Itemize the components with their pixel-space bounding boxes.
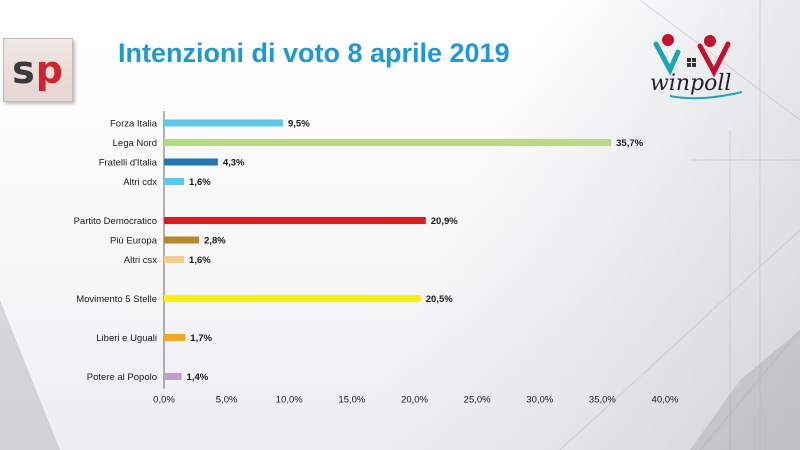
bar-movimento-5-stelle bbox=[164, 295, 421, 302]
x-tick-label: 5,0% bbox=[216, 395, 238, 406]
x-tick-label: 25,0% bbox=[464, 395, 491, 406]
category-label: Movimento 5 Stelle bbox=[76, 294, 157, 305]
category-labels-group: Forza Italia Lega Nord Fratelli d'Italia Al… bbox=[74, 119, 158, 384]
x-tick-label: 40,0% bbox=[652, 395, 679, 406]
x-tick-labels-group: 0,0% 5,0% 10,0% 15,0% 20,0% 25,0% 30,0% 35,0% 40… bbox=[153, 395, 679, 406]
value-labels-group: 9,5% 35,7% 4,3% 1,6% 20,9% 2,8% 1,6% 20,5% 1,7% 1… bbox=[187, 119, 644, 384]
category-label: Fratelli d'Italia bbox=[99, 158, 158, 169]
value-label: 20,9% bbox=[431, 216, 458, 227]
bar-altri-csx bbox=[164, 256, 185, 263]
category-label: Partito Democratico bbox=[74, 216, 157, 227]
value-label: 1,6% bbox=[189, 255, 211, 266]
x-tick-label: 10,0% bbox=[276, 395, 303, 406]
value-label: 35,7% bbox=[616, 138, 643, 149]
bar-potere-al-popolo bbox=[164, 373, 182, 380]
bar-lega-nord bbox=[164, 139, 612, 146]
bar-liberi-e-uguali bbox=[164, 334, 186, 341]
x-tick-label: 35,0% bbox=[589, 395, 616, 406]
bar-altri-cdx bbox=[164, 178, 185, 185]
x-tick-label: 20,0% bbox=[401, 395, 428, 406]
value-label: 20,5% bbox=[426, 294, 453, 305]
value-label: 1,6% bbox=[189, 177, 211, 188]
bar-forza-italia bbox=[164, 119, 283, 127]
bar-partito-democratico bbox=[164, 217, 426, 224]
category-label: Potere al Popolo bbox=[87, 372, 157, 383]
category-label: Lega Nord bbox=[113, 138, 157, 149]
winpoll-logo: winpoll bbox=[650, 34, 743, 100]
bar-pi-europa bbox=[164, 236, 200, 244]
x-tick-label: 30,0% bbox=[526, 395, 553, 406]
category-label: Più Europa bbox=[110, 236, 158, 247]
value-label: 4,3% bbox=[223, 158, 245, 169]
x-tick-label: 15,0% bbox=[338, 395, 365, 406]
winpoll-figures-icon bbox=[653, 34, 731, 78]
winpoll-wordmark: winpoll bbox=[650, 71, 731, 96]
category-label: Liberi e Uguali bbox=[96, 333, 157, 344]
bars-group bbox=[164, 119, 612, 380]
x-tick-label: 0,0% bbox=[153, 395, 175, 406]
page-title: Intenzioni di voto 8 aprile 2019 bbox=[118, 38, 510, 68]
category-label: Forza Italia bbox=[110, 119, 158, 130]
value-label: 2,8% bbox=[204, 236, 226, 247]
value-label: 1,7% bbox=[190, 333, 212, 344]
category-label: Altri csx bbox=[124, 255, 158, 266]
bar-fratelli-d-italia bbox=[164, 158, 218, 166]
category-label: Altri cdx bbox=[123, 177, 157, 188]
value-label: 1,4% bbox=[187, 372, 209, 383]
value-label: 9,5% bbox=[288, 119, 310, 130]
